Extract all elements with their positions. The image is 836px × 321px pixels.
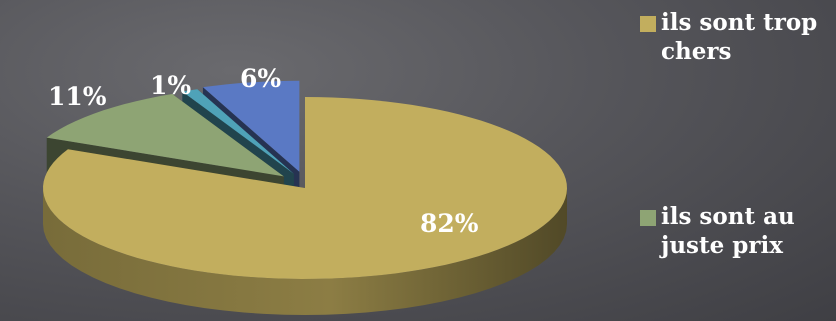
data-label-0: 82% (420, 209, 479, 238)
data-label-1: 11% (48, 82, 107, 111)
legend-label-1: ils sont au juste prix (661, 203, 795, 259)
legend-swatch-1 (640, 210, 656, 226)
legend: ils sont trop chers ils sont au juste pr… (640, 8, 836, 318)
legend-item-0: ils sont trop chers (640, 8, 831, 66)
legend-swatch-0 (640, 16, 656, 32)
legend-label-0: ils sont trop chers (661, 9, 818, 65)
data-label-3: 6% (240, 64, 281, 93)
pie-slice-0 (43, 97, 567, 315)
legend-item-1: ils sont au juste prix (640, 202, 831, 260)
data-label-2: 1% (150, 71, 191, 100)
